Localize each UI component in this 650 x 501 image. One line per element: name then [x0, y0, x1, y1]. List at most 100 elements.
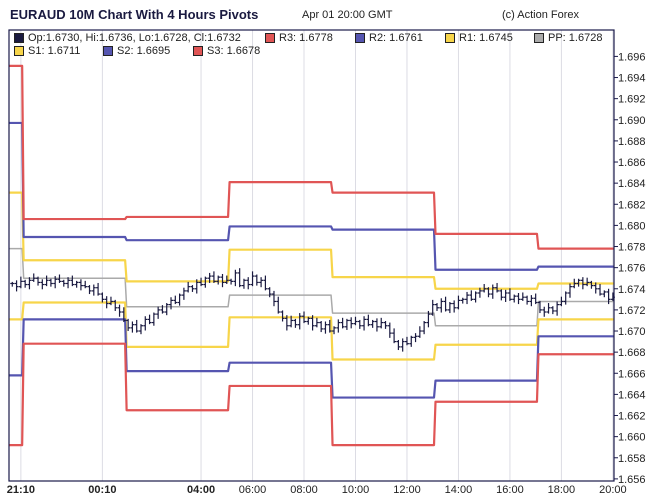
- ohlc-bar: [113, 299, 118, 311]
- ohlc-bar: [490, 284, 495, 299]
- ohlc-bar: [606, 288, 611, 305]
- x-tick-label: 12:00: [393, 484, 421, 496]
- x-tick-label: 18:00: [548, 484, 576, 496]
- ohlc-bar: [379, 317, 384, 329]
- y-tick-label: 1.662: [618, 411, 646, 423]
- legend-s1-label: S1: 1.6711: [28, 45, 81, 57]
- y-tick-label: 1.688: [618, 136, 646, 148]
- ohlc-bar: [357, 319, 362, 329]
- ohlc-bar: [520, 292, 525, 301]
- ohlc-bar: [156, 306, 161, 319]
- legend-s3: S3: 1.6678: [193, 45, 260, 57]
- ohlc-bar: [108, 296, 113, 306]
- ohlc-bar: [439, 298, 444, 313]
- ohlc-bar: [83, 280, 88, 289]
- ohlc-bar: [580, 277, 585, 290]
- ohlc-bar: [143, 316, 148, 331]
- pivot-line-r3: [9, 64, 614, 250]
- ohlc-bar: [456, 295, 461, 310]
- ohlc-bar: [404, 336, 409, 346]
- ohlc-bar: [254, 274, 259, 286]
- ohlc-bar: [465, 291, 470, 305]
- ohlc-bar: [220, 273, 225, 288]
- ohlc-bar: [164, 303, 169, 316]
- ohlc-bar: [443, 296, 448, 312]
- ohlc-bar: [383, 320, 388, 329]
- ohlc-bar: [366, 314, 371, 327]
- legend-s1: S1: 1.6711: [14, 45, 80, 57]
- ohlc-bar: [507, 288, 512, 301]
- ohlc-bar: [593, 282, 598, 294]
- legend-swatch-r3: [265, 33, 275, 43]
- y-tick-label: 1.690: [618, 115, 646, 127]
- x-tick-label: 10:00: [342, 484, 370, 496]
- ohlc-bar: [147, 314, 152, 325]
- ohlc-bar: [512, 294, 517, 303]
- ohlc-bar: [207, 272, 212, 283]
- legend-swatch-s2: [103, 46, 113, 56]
- ohlc-bar: [499, 289, 504, 301]
- ohlc-bar: [344, 318, 349, 330]
- ohlc-bar: [302, 311, 307, 324]
- y-tick-label: 1.694: [618, 73, 646, 85]
- ohlc-bar: [460, 297, 465, 304]
- ohlc-bar: [14, 280, 19, 292]
- y-tick-label: 1.692: [618, 94, 646, 106]
- legend-s3-label: S3: 1.6678: [207, 45, 261, 57]
- ohlc-bar: [374, 318, 379, 332]
- ohlc-bar: [130, 321, 135, 333]
- y-tick-label: 1.674: [618, 284, 646, 296]
- ohlc-bar: [241, 278, 246, 289]
- ohlc-bar: [267, 287, 272, 298]
- chart-timestamp: Apr 01 20:00 GMT: [302, 9, 393, 21]
- legend-r3-label: R3: 1.6778: [279, 32, 333, 44]
- y-tick-label: 1.664: [618, 389, 646, 401]
- ohlc-bar: [400, 338, 405, 352]
- ohlc-bar: [53, 276, 58, 289]
- x-tick-label: 04:00: [187, 484, 215, 496]
- ohlc-bar: [323, 321, 328, 334]
- ohlc-bar: [314, 317, 319, 328]
- ohlc-bar: [409, 335, 414, 347]
- ohlc-bar: [486, 287, 491, 298]
- ohlc-bar: [546, 303, 551, 314]
- ohlc-bar: [40, 279, 45, 290]
- x-tick-label: 06:00: [239, 484, 267, 496]
- ohlc-bar: [27, 277, 32, 290]
- legend-r2: R2: 1.6761: [355, 32, 423, 44]
- ohlc-bar: [216, 275, 221, 285]
- ohlc-bar: [340, 317, 345, 329]
- ohlc-bar: [138, 324, 143, 335]
- x-tick-label: 14:00: [445, 484, 473, 496]
- pivot-line-s3: [9, 342, 614, 447]
- ohlc-bar: [387, 322, 392, 338]
- y-tick-label: 1.656: [618, 474, 646, 486]
- y-tick-label: 1.696: [618, 51, 646, 63]
- ohlc-bar: [151, 312, 156, 326]
- y-tick-label: 1.670: [618, 326, 646, 338]
- chart-title: EURAUD 10M Chart With 4 Hours Pivots: [10, 7, 259, 22]
- legend-swatch-s3: [193, 46, 203, 56]
- ohlc-bar: [186, 281, 191, 293]
- chart-credit: (c) Action Forex: [502, 9, 580, 21]
- ohlc-bar: [36, 276, 41, 286]
- ohlc-bar: [177, 293, 182, 306]
- ohlc-bar: [413, 333, 418, 343]
- ohlc-bar: [66, 277, 71, 289]
- ohlc-bar: [250, 271, 255, 287]
- ohlc-bar: [585, 277, 590, 287]
- ohlc-bar: [503, 289, 508, 302]
- ohlc-bar: [602, 290, 607, 298]
- ohlc-bar: [297, 313, 302, 330]
- ohlc-bar: [44, 275, 49, 287]
- legend-swatch-r1: [445, 33, 455, 43]
- ohlc-bar: [237, 268, 242, 288]
- legend-s2-label: S2: 1.6695: [117, 45, 171, 57]
- ohlc-bar: [246, 277, 251, 290]
- ohlc-bar: [422, 320, 427, 335]
- ohlc-bar: [516, 292, 521, 305]
- ohlc-bar: [181, 287, 186, 300]
- pivot-line-r2: [9, 121, 614, 271]
- ohlc-bar: [18, 276, 23, 289]
